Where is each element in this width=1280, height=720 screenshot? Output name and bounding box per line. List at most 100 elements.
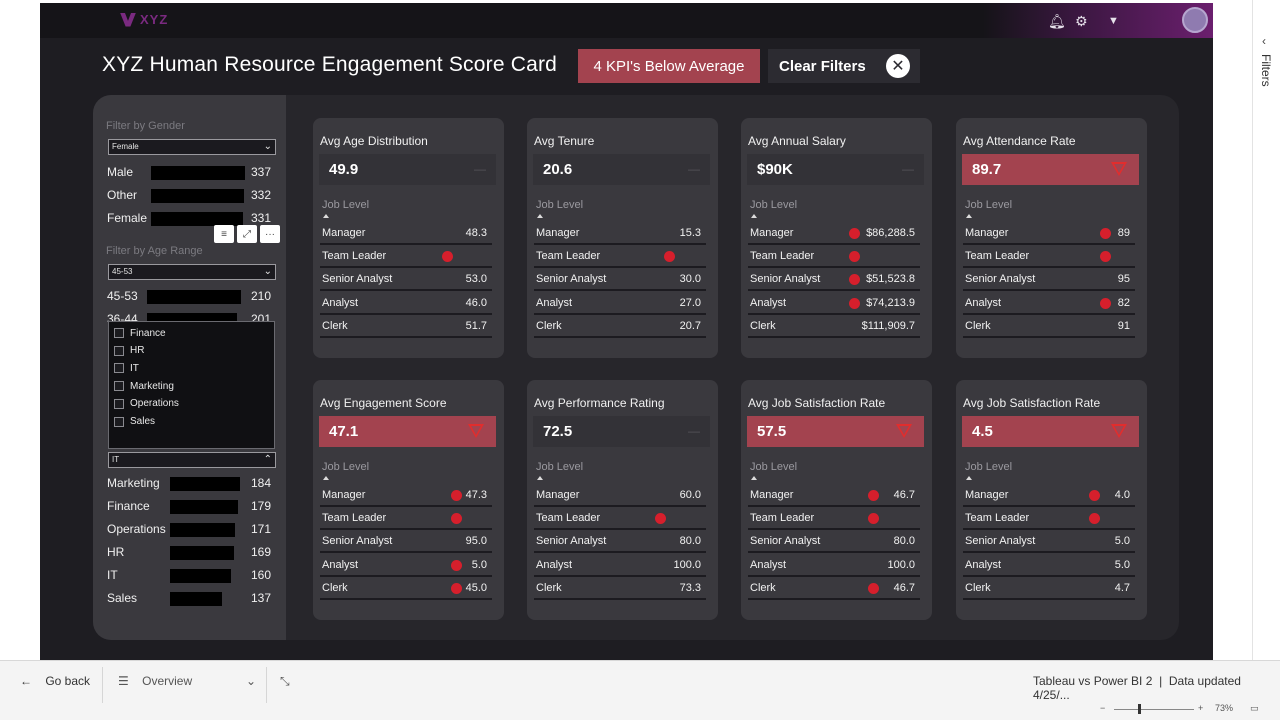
department-option[interactable]: Sales (114, 414, 155, 430)
table-row[interactable]: Senior Analyst 80.0 (534, 531, 706, 554)
kpi-card[interactable]: Avg Attendance Rate 89.7 Job Level Manager 8… (956, 118, 1147, 358)
table-row[interactable]: Analyst 100.0 (534, 555, 706, 577)
sort-caret-icon[interactable] (966, 476, 972, 480)
table-row[interactable]: Analyst 5.0 (963, 555, 1135, 577)
filter-row[interactable]: Operations 171 (107, 521, 277, 539)
zoom-slider[interactable] (1114, 709, 1194, 710)
gender-dropdown[interactable]: Female ⌄ (108, 139, 276, 155)
table-row[interactable]: Manager 48.3 (320, 223, 492, 245)
filter-icon[interactable]: ≡ (214, 225, 234, 243)
table-row[interactable]: Manager 4.0 (963, 485, 1135, 507)
filter-row[interactable]: 45-53 210 (107, 288, 277, 306)
checkbox[interactable] (114, 416, 124, 427)
table-row[interactable]: Senior Analyst 95 (963, 269, 1135, 292)
table-row[interactable]: Analyst 82 (963, 293, 1135, 315)
more-options-icon[interactable]: ··· (260, 225, 280, 243)
table-row[interactable]: Team Leader (320, 508, 492, 531)
table-row[interactable]: Clerk 73.3 (534, 578, 706, 600)
table-row[interactable]: Analyst 100.0 (748, 555, 920, 577)
department-dropdown-list[interactable]: Finance HR IT Marketing Operations Sales (108, 321, 275, 449)
table-row[interactable]: Manager 47.3 (320, 485, 492, 507)
filter-row-bar[interactable] (170, 592, 222, 606)
checkbox[interactable] (114, 363, 124, 374)
filter-row-bar[interactable] (170, 500, 238, 514)
table-row[interactable]: Senior Analyst 95.0 (320, 531, 492, 554)
gear-icon[interactable]: ⚙ (1075, 13, 1088, 29)
table-row[interactable]: Manager $86,288.5 (748, 223, 920, 245)
kpi-card[interactable]: Avg Job Satisfaction Rate 57.5 Job Level Ma… (741, 380, 932, 620)
job-level-header[interactable]: Job Level (536, 199, 584, 211)
table-row[interactable]: Clerk 46.7 (748, 578, 920, 600)
job-level-header[interactable]: Job Level (750, 199, 798, 211)
department-option[interactable]: Marketing (114, 378, 174, 394)
job-level-header[interactable]: Job Level (322, 461, 370, 473)
checkbox[interactable] (114, 398, 124, 409)
table-row[interactable]: Manager 46.7 (748, 485, 920, 507)
table-row[interactable]: Manager 15.3 (534, 223, 706, 245)
close-icon[interactable]: ✕ (886, 54, 910, 78)
sort-caret-icon[interactable] (751, 476, 757, 480)
filter-row[interactable]: Marketing 184 (107, 475, 277, 493)
filter-row-bar[interactable] (170, 523, 235, 537)
table-row[interactable]: Senior Analyst 53.0 (320, 269, 492, 292)
table-row[interactable]: Clerk 4.7 (963, 578, 1135, 600)
checkbox[interactable] (114, 328, 124, 338)
table-row[interactable]: Clerk 91 (963, 316, 1135, 338)
filter-row-bar[interactable] (151, 212, 243, 226)
filters-pane-label[interactable]: Filters (1259, 54, 1273, 87)
bell-icon[interactable]: 🔔︎ (1048, 13, 1066, 29)
job-level-header[interactable]: Job Level (965, 199, 1013, 211)
table-row[interactable]: Manager 60.0 (534, 485, 706, 507)
filter-row[interactable]: Sales 137 (107, 590, 277, 608)
table-row[interactable]: Team Leader (748, 246, 920, 269)
job-level-header[interactable]: Job Level (965, 461, 1013, 473)
table-row[interactable]: Senior Analyst 30.0 (534, 269, 706, 292)
avatar[interactable] (1182, 7, 1208, 33)
filter-row-bar[interactable] (170, 546, 234, 560)
kpi-alert-badge[interactable]: 4 KPI's Below Average (578, 49, 760, 83)
go-back-button[interactable]: ← Go back (20, 674, 91, 688)
table-row[interactable]: Clerk 51.7 (320, 316, 492, 338)
filter-row-bar[interactable] (170, 477, 240, 491)
department-option[interactable]: HR (114, 343, 144, 359)
zoom-slider-thumb[interactable] (1138, 704, 1141, 714)
table-row[interactable]: Analyst 46.0 (320, 293, 492, 315)
table-row[interactable]: Team Leader (963, 508, 1135, 531)
table-row[interactable]: Team Leader (534, 508, 706, 531)
table-row[interactable]: Team Leader (534, 246, 706, 269)
sort-caret-icon[interactable] (323, 476, 329, 480)
sort-caret-icon[interactable] (537, 214, 543, 218)
filter-row[interactable]: Finance 179 (107, 498, 277, 516)
department-option[interactable]: Finance (114, 325, 166, 341)
job-level-header[interactable]: Job Level (536, 461, 584, 473)
kpi-card[interactable]: Avg Performance Rating 72.5 — Job Level Mana… (527, 380, 718, 620)
zoom-out-icon[interactable]: − (1100, 703, 1106, 713)
collapse-icon[interactable]: ⤡ (280, 674, 290, 688)
expand-filters-icon[interactable]: ‹ (1262, 34, 1266, 48)
kpi-card[interactable]: Avg Age Distribution 49.9 — Job Level Manage… (313, 118, 504, 358)
filter-row-bar[interactable] (151, 189, 244, 203)
filter-row-bar[interactable] (170, 569, 231, 583)
kpi-card[interactable]: Avg Job Satisfaction Rate 4.5 Job Level Man… (956, 380, 1147, 620)
age-dropdown[interactable]: 45-53 ⌄ (108, 264, 276, 280)
fit-page-icon[interactable]: ▭ (1250, 703, 1259, 713)
filters-pane-rail[interactable]: ‹ Filters (1252, 0, 1280, 660)
checkbox[interactable] (114, 345, 124, 356)
checkbox[interactable] (114, 381, 124, 392)
zoom-in-icon[interactable]: + (1198, 703, 1204, 713)
table-row[interactable]: Senior Analyst $51,523.8 (748, 269, 920, 292)
focus-mode-icon[interactable]: ⤢ (237, 225, 257, 243)
sort-caret-icon[interactable] (323, 214, 329, 218)
chevron-down-icon[interactable]: ▼ (1108, 15, 1119, 27)
table-row[interactable]: Analyst $74,213.9 (748, 293, 920, 315)
filter-row-bar[interactable] (147, 290, 241, 304)
sort-caret-icon[interactable] (966, 214, 972, 218)
kpi-card[interactable]: Avg Engagement Score 47.1 Job Level Manager… (313, 380, 504, 620)
table-row[interactable]: Analyst 27.0 (534, 293, 706, 315)
table-row[interactable]: Analyst 5.0 (320, 555, 492, 577)
job-level-header[interactable]: Job Level (750, 461, 798, 473)
table-row[interactable]: Team Leader (320, 246, 492, 269)
filter-row[interactable]: HR 169 (107, 544, 277, 562)
department-option[interactable]: IT (114, 360, 139, 376)
kpi-card[interactable]: Avg Annual Salary $90K — Job Level Manager $8… (741, 118, 932, 358)
